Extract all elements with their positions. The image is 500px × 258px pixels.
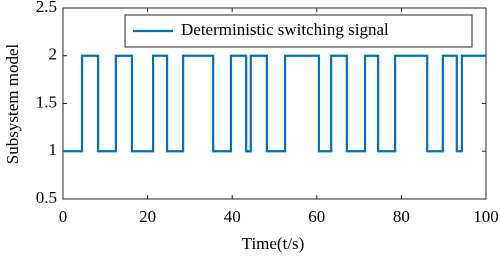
y-tick-label: 2.5 bbox=[36, 0, 57, 16]
legend-label: Deterministic switching signal bbox=[181, 20, 389, 39]
x-tick-label: 60 bbox=[308, 207, 325, 226]
y-axis-label: Subsystem model bbox=[3, 44, 22, 165]
y-tick-label: 1 bbox=[49, 140, 58, 159]
y-tick-label: 0.5 bbox=[36, 188, 57, 207]
legend-box bbox=[124, 14, 473, 48]
x-tick-label: 0 bbox=[59, 207, 68, 226]
x-tick-label: 100 bbox=[473, 207, 499, 226]
y-tick-label: 2 bbox=[49, 45, 58, 64]
x-tick-label: 80 bbox=[393, 207, 410, 226]
plot-frame bbox=[62, 7, 487, 200]
x-tick-label: 20 bbox=[139, 207, 156, 226]
series-line bbox=[63, 54, 486, 153]
x-axis-label: Time(t/s) bbox=[242, 234, 305, 253]
x-tick-label: 40 bbox=[224, 207, 241, 226]
y-tick-label: 1.5 bbox=[36, 92, 57, 111]
